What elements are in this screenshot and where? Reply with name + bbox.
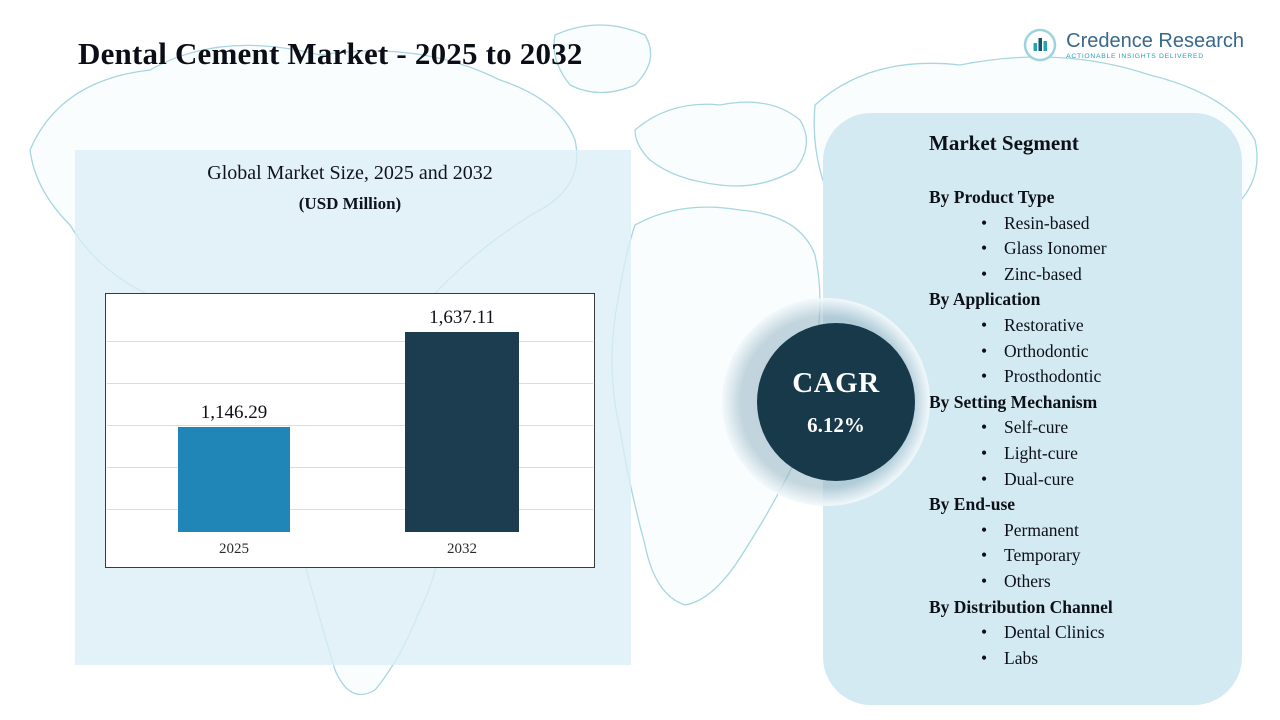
bar-value-label: 1,637.11	[429, 307, 495, 328]
cagr-badge: CAGR 6.12%	[757, 323, 915, 481]
segment-group-product-type: By Product Type Resin-based Glass Ionome…	[929, 185, 1230, 287]
bar-value-label: 1,146.29	[200, 402, 268, 423]
segment-item: Labs	[929, 646, 1230, 672]
segment-item: Permanent	[929, 518, 1230, 544]
segment-item: Glass Ionomer	[929, 236, 1230, 262]
segment-group-end-use: By End-use Permanent Temporary Others	[929, 492, 1230, 594]
segment-heading: By Distribution Channel	[929, 596, 1113, 617]
segment-panel-title: Market Segment	[929, 131, 1079, 155]
logo-name: Credence Research	[1066, 30, 1244, 52]
segment-heading: By End-use	[929, 494, 1016, 515]
bar-2025	[178, 427, 290, 532]
segment-item: Temporary	[929, 543, 1230, 569]
segment-list: Permanent Temporary Others	[929, 518, 1230, 595]
segment-list: Resin-based Glass Ionomer Zinc-based	[929, 211, 1230, 288]
segment-list: Self-cure Light-cure Dual-cure	[929, 415, 1230, 492]
segment-item: Dual-cure	[929, 467, 1230, 493]
category-label-2025: 2025	[219, 541, 249, 557]
logo: Credence Research Actionable Insights De…	[1023, 28, 1244, 62]
bar-group-2025: 1,146.29	[178, 402, 290, 532]
cagr-label: CAGR	[792, 366, 880, 399]
segment-item: Resin-based	[929, 211, 1230, 237]
bar-chart: 1,146.29 1,637.11 2025 2032	[105, 293, 595, 568]
logo-tagline: Actionable Insights Delivered	[1066, 53, 1204, 60]
segment-item: Zinc-based	[929, 262, 1230, 288]
chart-title: Global Market Size, 2025 and 2032	[207, 162, 493, 184]
logo-icon	[1023, 28, 1057, 62]
segment-item: Prosthodontic	[929, 364, 1230, 390]
segment-group-distribution-channel: By Distribution Channel Dental Clinics L…	[929, 595, 1230, 672]
segment-heading: By Product Type	[929, 187, 1055, 207]
bar-group-2032: 1,637.11	[405, 307, 519, 532]
segment-item: Self-cure	[929, 415, 1230, 441]
bar-2032	[405, 332, 519, 532]
segment-panel: Market Segment By Product Type Resin-bas…	[823, 113, 1242, 705]
cagr-value: 6.12%	[807, 412, 865, 437]
page-title: Dental Cement Market - 2025 to 2032	[78, 36, 583, 71]
segment-group-application: By Application Restorative Orthodontic P…	[929, 287, 1230, 389]
segment-list: Dental Clinics Labs	[929, 620, 1230, 671]
segment-heading: By Application	[929, 289, 1041, 310]
segment-item: Orthodontic	[929, 339, 1230, 365]
chart-title-block: Global Market Size, 2025 and 2032 (USD M…	[90, 162, 610, 214]
category-label-2032: 2032	[447, 541, 477, 557]
segment-item: Others	[929, 569, 1230, 595]
logo-text: Credence Research Actionable Insights De…	[1066, 30, 1244, 60]
chart-subtitle: (USD Million)	[298, 194, 402, 213]
segment-item: Light-cure	[929, 441, 1230, 467]
segment-group-setting-mechanism: By Setting Mechanism Self-cure Light-cur…	[929, 390, 1230, 492]
segment-item: Restorative	[929, 313, 1230, 339]
segment-item: Dental Clinics	[929, 620, 1230, 646]
segment-heading: By Setting Mechanism	[929, 391, 1098, 412]
segment-list: Restorative Orthodontic Prosthodontic	[929, 313, 1230, 390]
